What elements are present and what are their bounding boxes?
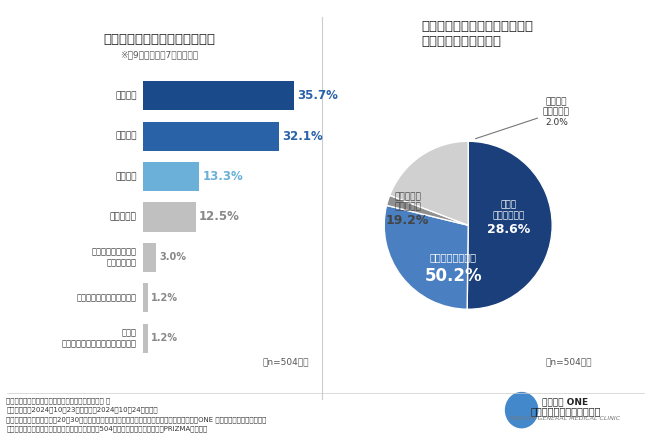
Text: 産業医（企業内での勤務）: 産業医（企業内での勤務） [77,293,136,302]
Text: 13.3%: 13.3% [202,170,243,183]
Text: 35.7%: 35.7% [297,89,338,102]
Text: 19.2%: 19.2% [386,214,430,227]
Text: 全く満足
していない
2.0%: 全く満足 していない 2.0% [475,97,570,139]
Bar [143,324,148,353]
Text: 1.2%: 1.2% [151,333,178,343]
Text: 28.6%: 28.6% [487,223,530,236]
Text: 3.0%: 3.0% [159,253,186,263]
Wedge shape [387,195,468,225]
Bar [143,202,196,232]
Text: ・調査期間：2024年10月23日（水）～2024年10月24日（木）: ・調査期間：2024年10月23日（水）～2024年10月24日（木） [6,407,158,413]
Text: 1.2%: 1.2% [151,293,178,303]
Bar [143,81,294,110]
Circle shape [506,392,538,428]
Bar [143,122,279,151]
Text: やや満足している: やや満足している [430,252,476,262]
Text: 医療法人 ONE: 医療法人 ONE [543,397,588,406]
Text: 製薬会社や医療関連
企業の研究職: 製薬会社や医療関連 企業の研究職 [92,248,136,267]
Wedge shape [390,141,468,225]
Wedge shape [467,141,552,309]
Text: 《調査概要：「若手医師のキャリア」に関する調査 》: 《調査概要：「若手医師のキャリア」に関する調査 》 [6,397,110,404]
Text: きくち総合診療クリニック: きくち総合診療クリニック [530,407,601,417]
Text: ・調査方法：インターネット調査　・調査人数：504人　　・モニター提供元：PRIZMAリサーチ: ・調査方法：インターネット調査 ・調査人数：504人 ・モニター提供元：PRIZ… [6,426,208,432]
Bar [143,162,199,191]
Text: 現在、どこで働いていますか？: 現在、どこで働いていますか？ [103,33,215,46]
Text: 研修中
（レジデントやフェローシップ）: 研修中 （レジデントやフェローシップ） [62,329,136,348]
Text: クリニック: クリニック [110,213,136,221]
Text: あまり満足
していない: あまり満足 していない [395,192,421,211]
Text: ・調査対象：調査回答時に20～30代の医師（開業前）と回答したモニター　・調査元：医療法人ONE きくち総合診療クリニック: ・調査対象：調査回答時に20～30代の医師（開業前）と回答したモニター ・調査元… [6,416,267,423]
Text: 公立病院: 公立病院 [115,172,136,181]
Text: 総合病院: 総合病院 [115,91,136,100]
Text: 50.2%: 50.2% [424,266,482,285]
Bar [143,283,148,312]
Text: 大学病院: 大学病院 [115,132,136,141]
Text: 現在のキャリアに対する満足度
はどのくらいですか？: 現在のキャリアに対する満足度 はどのくらいですか？ [422,20,534,48]
Text: （n=504人）: （n=504人） [262,358,309,367]
Text: ※全9項目中上位7項目を抜粋: ※全9項目中上位7項目を抜粋 [120,50,198,59]
Text: 非常に
満足している: 非常に 満足している [493,201,525,220]
Text: 12.5%: 12.5% [199,210,240,224]
Bar [143,243,156,272]
Text: （n=504人）: （n=504人） [545,358,592,367]
Text: KIKUCHI GENERAL MEDICAL CLINIC: KIKUCHI GENERAL MEDICAL CLINIC [510,416,621,421]
Wedge shape [384,205,468,309]
Text: 32.1%: 32.1% [282,130,322,143]
